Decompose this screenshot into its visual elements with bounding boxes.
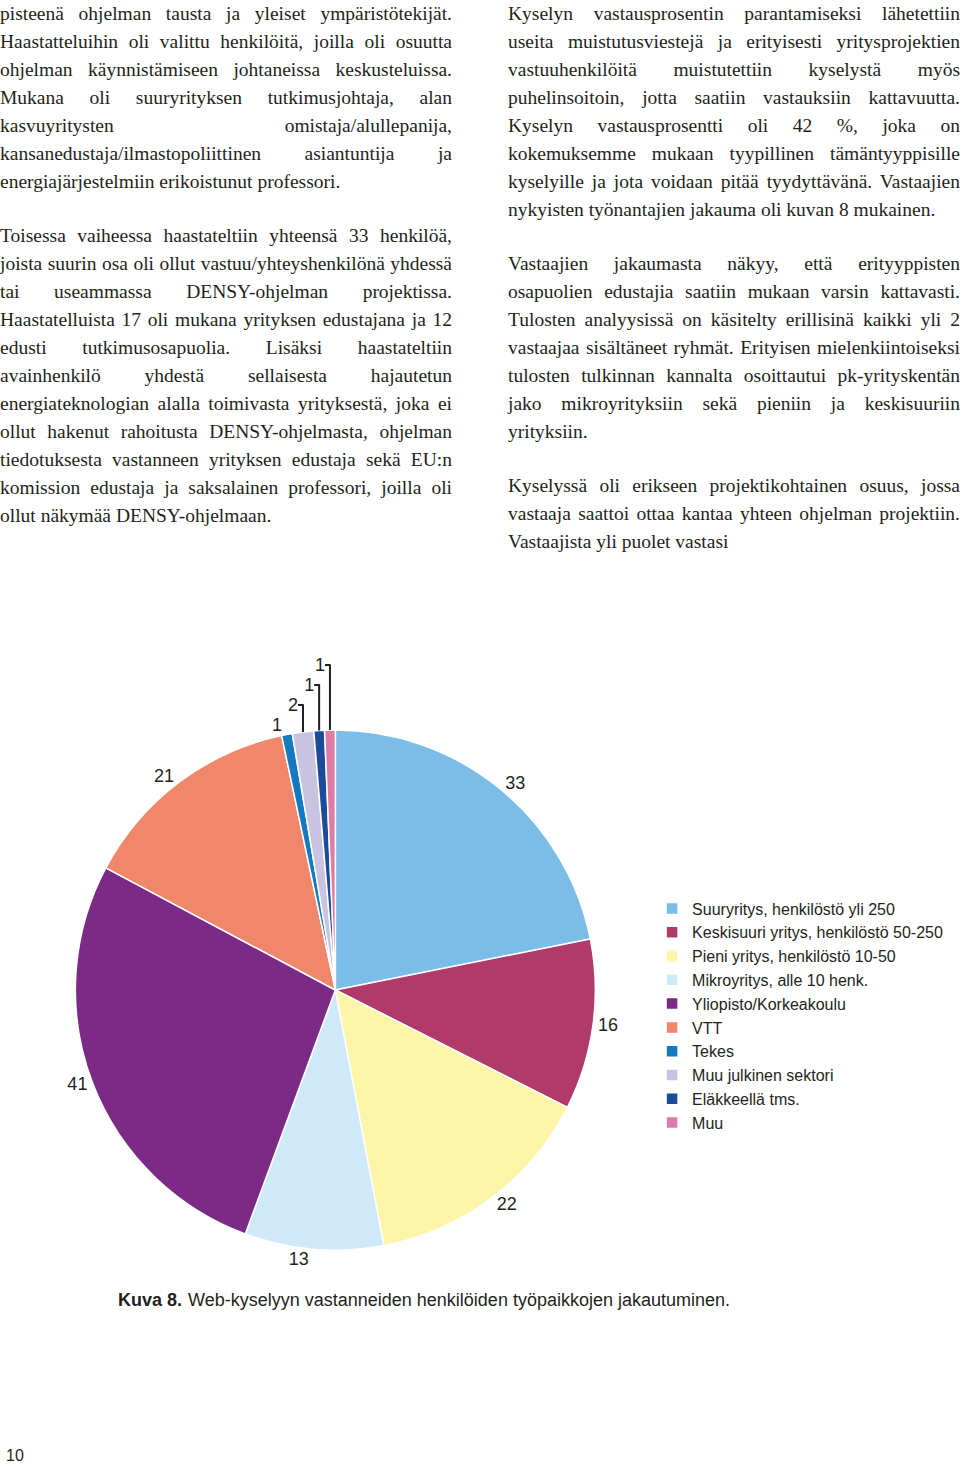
svg-text:Muu julkinen sektori: Muu julkinen sektori [692,1067,833,1084]
html-text:Toisessa vaiheessa haastatelti: Toisessa vaiheessa haastateltiin yhteens… [0,225,452,526]
svg-text:Keskisuuri yritys, henkilöstö: Keskisuuri yritys, henkilöstö 50-250 [692,924,943,941]
html-text:Vastaajien jakaumasta näkyy, e: Vastaajien jakaumasta näkyy, että erityy… [508,253,960,442]
svg-text:1: 1 [315,655,325,675]
svg-text:Mikroyritys, alle 10 henk.: Mikroyritys, alle 10 henk. [692,972,868,989]
svg-text:Pieni yritys, henkilöstö 10-50: Pieni yritys, henkilöstö 10-50 [692,948,896,965]
svg-text:VTT: VTT [692,1020,722,1037]
svg-text:Yliopisto/Korkeakoulu: Yliopisto/Korkeakoulu [692,996,846,1013]
html-text:Kyselyssä oli erikseen projekt: Kyselyssä oli erikseen projektikohtainen… [508,475,960,552]
html-text:Kyselyn vastausprosentin paran: Kyselyn vastausprosentin parantamiseksi … [508,3,960,220]
svg-text:2: 2 [288,695,298,715]
svg-text:21: 21 [154,766,174,786]
svg-text:Muu: Muu [692,1115,723,1132]
svg-text:1: 1 [304,675,314,695]
svg-text:33: 33 [505,773,525,793]
html-text:pisteenä ohjelman tausta ja yl: pisteenä ohjelman tausta ja yleiset ympä… [0,3,452,192]
html-text:Kuva 8. Web-kyselyyn vastannei: Kuva 8. Web-kyselyyn vastanneiden henkil… [118,1290,730,1310]
svg-text:41: 41 [67,1074,87,1094]
svg-text:22: 22 [497,1194,517,1214]
svg-text:Suuryritys, henkilöstö yli 250: Suuryritys, henkilöstö yli 250 [692,901,895,918]
svg-text:1: 1 [272,715,282,735]
svg-text:Eläkkeellä tms.: Eläkkeellä tms. [692,1091,800,1108]
svg-text:13: 13 [289,1249,309,1269]
svg-text:Tekes: Tekes [692,1043,734,1060]
html-text:10: 10 [6,1447,24,1464]
svg-text:16: 16 [598,1015,618,1035]
